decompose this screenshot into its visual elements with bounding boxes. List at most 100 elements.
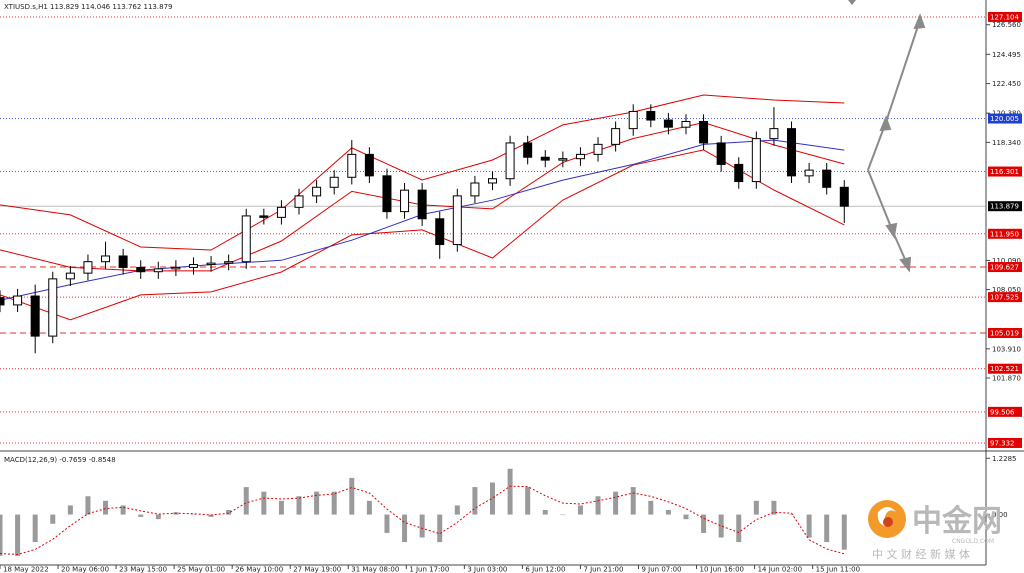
macd-bar [0,514,3,556]
macd-bar [366,500,372,515]
macd-bar [67,505,73,515]
candle-body [83,261,93,274]
macd-bar [577,505,583,515]
watermark: 中金网 CNGOLD.COM 中 文 财 经 新 媒 体 [868,500,1002,561]
macd-bar [261,491,267,515]
level-label-bg [988,201,1022,212]
candle-body [259,215,269,218]
candle-body [822,169,832,188]
level-label-bg [988,292,1022,303]
macd-title: MACD(12,26,9) -0.7659 -0.8548 [4,456,116,464]
macd-bar [560,514,566,516]
signal-line [0,485,845,556]
macd-bar [753,500,759,515]
level-label-bg [988,228,1022,239]
candle-body [364,153,374,177]
symbol-info: XTIUSD.s,H1 113.829 114.046 113.762 113.… [4,3,172,11]
y-tick-label: 124.495 [992,51,1021,59]
candle-body [523,142,533,158]
macd-bar [630,487,636,515]
macd-bar [613,491,619,515]
y-tick-label: 108.050 [992,286,1021,294]
arrow-head [899,256,912,273]
macd-bar [525,487,531,515]
y-tick-label: 122.450 [992,80,1021,88]
logo-swirl [877,507,896,527]
macd-bar [841,514,847,550]
candle-body [153,268,163,273]
macd-bar [138,514,144,517]
x-tick-label: 18 May 2022 [3,566,49,573]
candle-body [30,295,40,337]
candle-body [787,128,797,177]
candle-body [0,296,5,306]
macd-bar [296,496,302,515]
candle-body [188,264,198,268]
candle-body [400,189,410,213]
candle-body [118,255,128,268]
candle-body [13,295,23,306]
macd-bar [85,496,91,515]
macd-bar [701,514,707,533]
candle-body [417,189,427,220]
x-tick-label: 25 May 01:00 [177,566,225,573]
candle-body [488,178,497,184]
macd-bar [226,510,232,515]
level-label: 113.879 [990,203,1019,211]
level-label: 107.525 [990,294,1019,302]
candle-body [276,206,286,218]
level-label-bg [988,327,1022,338]
candle-body [628,110,638,130]
x-tick-label: 27 May 19:00 [293,566,341,573]
candle-body [681,120,691,128]
level-label-bg [988,262,1022,273]
macd-bar [349,477,355,515]
y-tick-label: 103.910 [992,345,1021,353]
candle-body [839,186,849,207]
macd-bar [648,500,654,515]
macd-bar [806,514,812,538]
x-tick-label: 26 May 10:00 [235,566,283,573]
candle-body [382,175,392,213]
x-tick-label: 15 Jun 11:00 [816,566,860,573]
arrow-head [885,222,898,239]
macd-bar [507,468,513,515]
macd-bar [789,514,795,516]
projection-arrows [867,13,926,273]
candle-body [435,218,445,246]
macd-bar [437,514,443,543]
y-tick-label: 1.2285 [992,455,1017,463]
candle-body [611,128,621,145]
macd-bar [454,505,460,515]
level-label: 127.104 [990,13,1019,21]
level-label: 120.005 [990,115,1019,123]
candle-body [470,182,480,197]
level-label-bg [988,166,1022,177]
y-tick-label: 126.560 [992,21,1021,29]
candle-body [751,138,761,183]
macd-bar [595,496,601,515]
shift-marker [848,0,856,5]
candle-body [646,110,656,121]
level-label-bg [988,113,1022,124]
x-tick-label: 14 Jun 02:00 [758,566,802,573]
candle-body [294,195,304,208]
macd-bar [490,482,495,515]
x-tick-label: 3 Jun 03:00 [467,566,507,573]
candle-body [699,120,709,144]
level-label: 97.332 [990,439,1015,447]
candle-body [171,266,181,270]
macd-bar [32,514,38,543]
macd-bar [314,491,320,515]
macd-bar [155,514,161,520]
candle-body [769,128,779,140]
y-tick-label: 0.00 [992,511,1008,519]
level-label-bg [988,406,1022,417]
level-label-bg [988,363,1022,374]
level-label-bg [988,11,1022,22]
x-tick-label: 10 Jun 16:00 [700,566,744,573]
level-label: 116.301 [990,168,1019,176]
x-tick-label: 7 Jun 21:00 [583,566,623,573]
macd-bar [402,514,408,543]
macd-bar [190,514,196,516]
